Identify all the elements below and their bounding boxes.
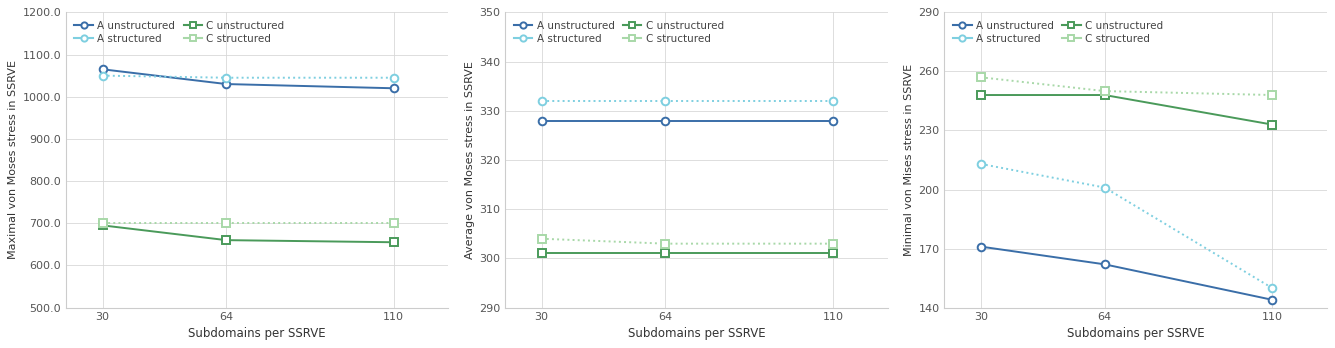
Legend: A unstructured, A structured, C unstructured, C structured: A unstructured, A structured, C unstruct… [510,17,726,47]
Y-axis label: Minimal von Mises stress in SSRVE: Minimal von Mises stress in SSRVE [904,64,914,256]
Y-axis label: Average von Moses stress in SSRVE: Average von Moses stress in SSRVE [465,61,475,259]
Legend: A unstructured, A structured, C unstructured, C structured: A unstructured, A structured, C unstruct… [949,17,1165,47]
X-axis label: Subdomains per SSRVE: Subdomains per SSRVE [188,327,326,340]
X-axis label: Subdomains per SSRVE: Subdomains per SSRVE [627,327,765,340]
Y-axis label: Maximal von Moses stress in SSRVE: Maximal von Moses stress in SSRVE [8,61,19,260]
Legend: A unstructured, A structured, C unstructured, C structured: A unstructured, A structured, C unstruct… [71,17,288,47]
X-axis label: Subdomains per SSRVE: Subdomains per SSRVE [1067,327,1204,340]
